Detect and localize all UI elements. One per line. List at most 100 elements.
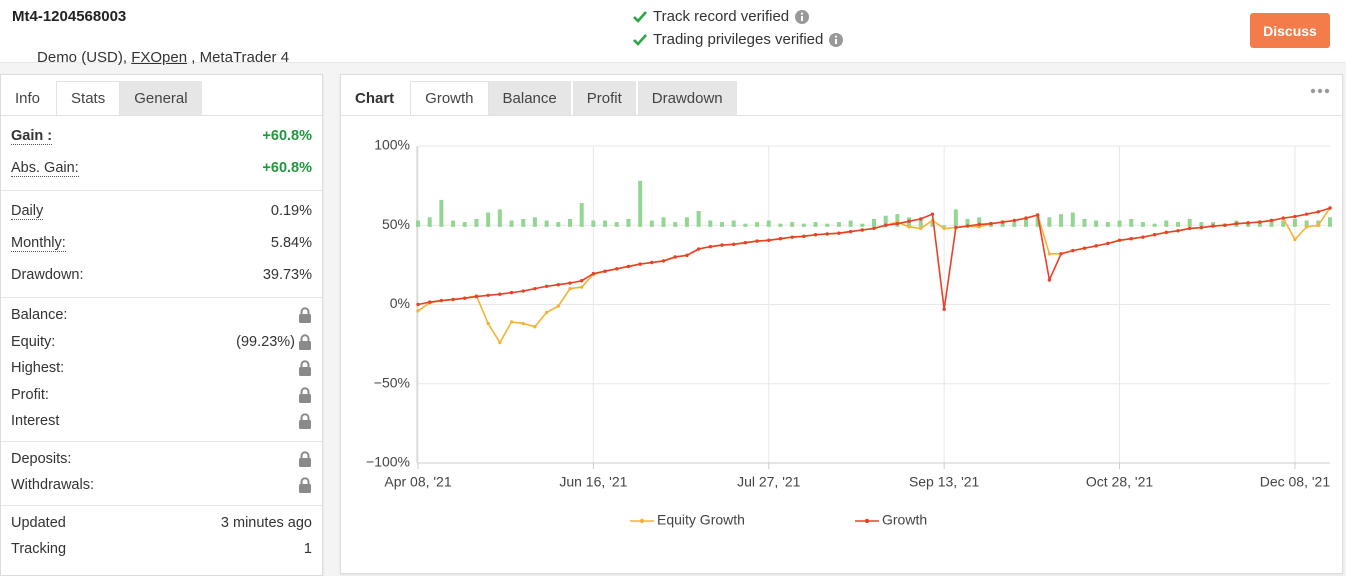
point-marker: [1246, 221, 1250, 225]
bar: [579, 203, 584, 227]
point-marker: [568, 281, 572, 285]
stats-row: Equity: (99.23%): [1, 329, 322, 356]
bar: [1059, 214, 1064, 227]
point-marker: [919, 217, 923, 221]
point-marker: [521, 289, 525, 293]
stat-value: +60.8%: [262, 128, 312, 144]
point-marker: [989, 221, 993, 226]
bar: [591, 220, 596, 227]
bar: [416, 220, 420, 227]
point-marker: [942, 226, 946, 231]
stat-label: Tracking: [11, 541, 67, 558]
point-marker: [579, 285, 584, 289]
y-tick-label: 0%: [390, 295, 410, 311]
point-marker: [708, 244, 713, 249]
stats-row: Gain : +60.8%: [1, 120, 322, 152]
bar: [860, 223, 865, 227]
bar: [474, 218, 479, 227]
stat-label: Monthly:: [11, 234, 66, 252]
point-marker: [720, 243, 724, 247]
point-marker: [1164, 230, 1169, 235]
tab[interactable]: Info: [1, 81, 57, 115]
point-marker: [509, 290, 514, 295]
stats-row: Monthly: 5.84%: [1, 227, 322, 259]
verification-text: Trading privileges verified: [653, 31, 824, 48]
bar: [661, 217, 666, 227]
tab[interactable]: General: [120, 81, 204, 115]
tab[interactable]: Stats: [56, 81, 121, 115]
tab[interactable]: Profit: [572, 81, 638, 115]
lock-icon: [298, 413, 312, 430]
tab-bar: Chart Growth Balance Profit Drawdown: [341, 81, 1342, 116]
point-marker: [977, 225, 981, 229]
stat-value: 0.19%: [271, 203, 312, 219]
stat-label: Drawdown:: [11, 267, 84, 283]
bar: [1035, 215, 1040, 227]
point-marker: [673, 255, 677, 259]
point-marker: [1234, 221, 1239, 226]
bar: [1012, 222, 1017, 227]
stats-row: Updated 3 minutes ago: [1, 510, 322, 537]
point-marker: [463, 296, 467, 300]
bar: [872, 218, 876, 227]
bar: [1094, 220, 1099, 227]
bar: [614, 222, 619, 227]
point-marker: [1082, 246, 1087, 250]
bar: [801, 223, 806, 227]
bar: [486, 212, 491, 227]
lock-icon: [298, 307, 312, 324]
bar: [848, 220, 853, 227]
stat-value-text: 5.84%: [270, 235, 312, 251]
broker-link[interactable]: FXOpen: [131, 49, 188, 66]
point-marker: [1223, 223, 1227, 227]
stat-value: [298, 307, 312, 324]
bar: [439, 199, 444, 227]
stat-label: Equity:: [11, 333, 56, 350]
point-marker: [731, 242, 736, 246]
menu-icon[interactable]: [1310, 87, 1330, 95]
bar: [544, 220, 549, 227]
point-marker: [1293, 214, 1297, 219]
bar: [708, 220, 713, 227]
info-icon[interactable]: [828, 32, 844, 48]
bar: [497, 209, 502, 227]
discuss-button[interactable]: Discuss: [1250, 13, 1330, 48]
point-marker: [802, 234, 806, 239]
stat-label: Withdrawals:: [11, 477, 94, 494]
bar: [918, 218, 923, 227]
tab[interactable]: Balance: [488, 81, 573, 115]
stat-label: Deposits:: [11, 450, 72, 467]
info-icon[interactable]: [794, 9, 810, 25]
bar: [1269, 218, 1274, 227]
point-marker: [1293, 237, 1297, 242]
point-marker: [1059, 252, 1063, 256]
y-tick-label: −50%: [374, 374, 410, 390]
point-marker: [1152, 233, 1157, 237]
point-marker: [1094, 244, 1098, 248]
bar: [638, 180, 643, 227]
bar: [626, 218, 631, 227]
point-marker: [638, 262, 642, 266]
tab[interactable]: Drawdown: [637, 81, 739, 115]
stat-value: +60.8%: [262, 160, 312, 176]
point-marker: [860, 228, 865, 232]
bar: [1328, 217, 1332, 227]
tab[interactable]: Growth: [410, 81, 489, 115]
point-marker: [755, 239, 759, 243]
stat-value-text: +60.8%: [262, 128, 312, 144]
stat-value: [298, 477, 312, 494]
bar: [1070, 212, 1075, 227]
legend-label[interactable]: Equity Growth: [657, 512, 745, 528]
bar: [731, 220, 736, 227]
point-marker: [498, 292, 502, 296]
stat-value-text: (99.23%): [236, 333, 295, 350]
point-marker: [474, 294, 479, 299]
bar: [1082, 218, 1087, 227]
stats-panel: Info Stats General Gain : +60.8% Abs. Gain: +…: [0, 74, 323, 576]
point-marker: [685, 253, 689, 258]
point-marker: [919, 226, 923, 231]
chart-panel: Chart Growth Balance Profit Drawdown −100% −…: [340, 74, 1343, 574]
bar: [1117, 220, 1122, 227]
legend-label[interactable]: Growth: [882, 512, 927, 528]
stat-value-text: 39.73%: [262, 267, 312, 283]
